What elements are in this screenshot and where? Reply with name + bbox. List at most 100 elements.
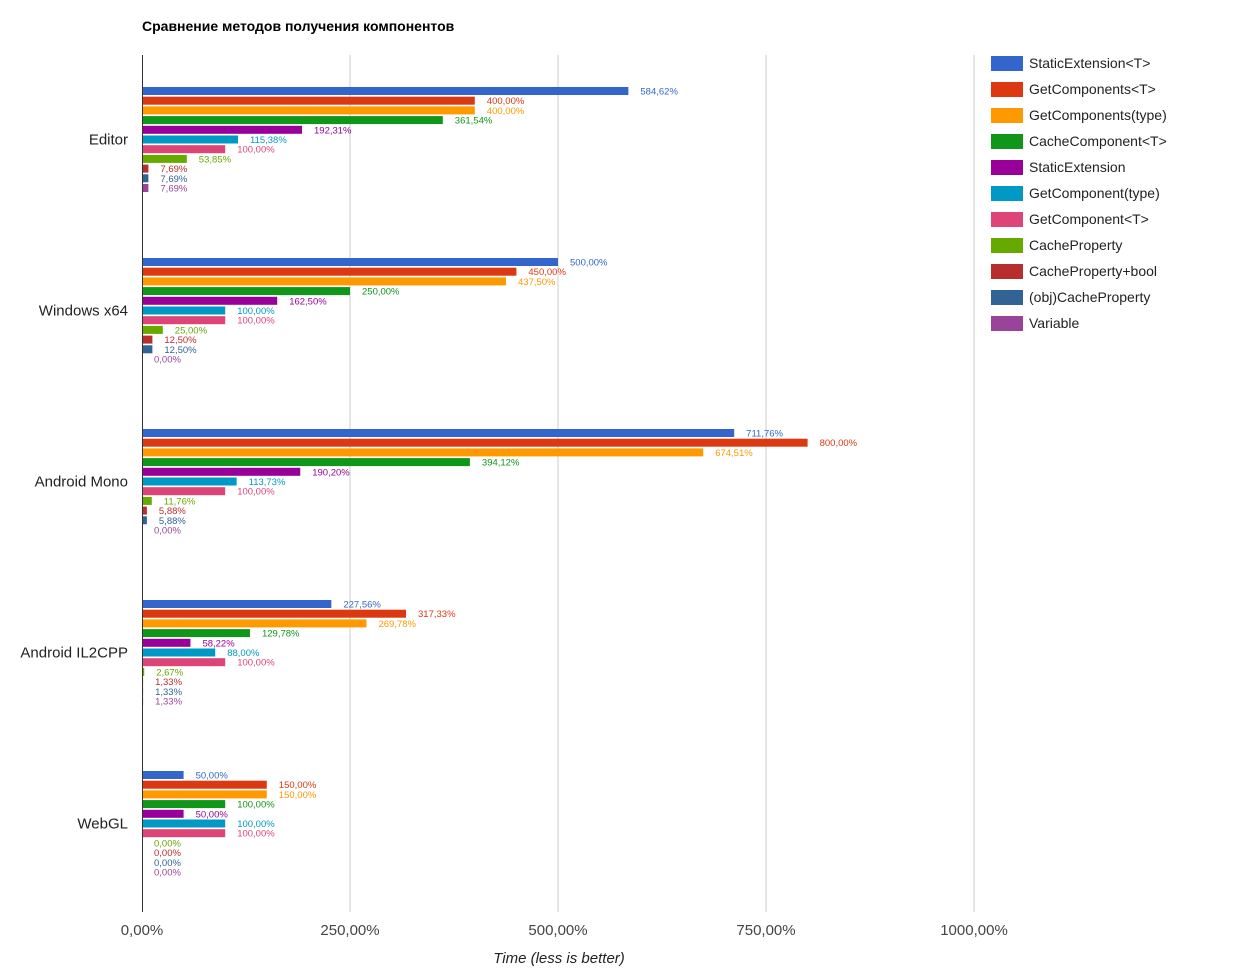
category-label: Windows x64 xyxy=(39,302,128,319)
data-label: 800,00% xyxy=(820,438,858,449)
data-label: 162,50% xyxy=(289,296,327,307)
bar xyxy=(142,658,226,667)
bar xyxy=(142,87,629,95)
bar xyxy=(142,648,216,657)
bar xyxy=(142,629,250,638)
bar xyxy=(142,306,226,315)
x-tick-label: 750,00% xyxy=(736,922,795,939)
bar xyxy=(142,467,301,476)
bar xyxy=(142,135,238,144)
legend-item: GetComponents(type) xyxy=(991,105,1167,125)
data-label: 100,00% xyxy=(237,800,275,811)
bar xyxy=(142,638,191,647)
data-label: 113,73% xyxy=(249,477,286,488)
legend-label: GetComponent<T> xyxy=(1029,211,1149,227)
data-label: 100,00% xyxy=(237,306,275,317)
data-label: 0,00% xyxy=(154,858,181,869)
data-label: 0,00% xyxy=(154,355,181,366)
data-label: 584,62% xyxy=(640,87,678,98)
bar xyxy=(142,125,303,134)
category-label: Android IL2CPP xyxy=(20,644,128,661)
bar xyxy=(142,116,443,125)
legend-swatch xyxy=(991,237,1023,253)
x-tick-label: 250,00% xyxy=(320,922,379,939)
legend-swatch xyxy=(991,315,1023,331)
category-label: Android Mono xyxy=(35,473,128,490)
data-label: 400,00% xyxy=(487,96,525,107)
data-label: 5,88% xyxy=(159,506,186,517)
legend-item: Variable xyxy=(991,313,1079,333)
data-label: 88,00% xyxy=(227,648,260,659)
legend-label: Variable xyxy=(1029,315,1080,331)
bar xyxy=(142,819,226,828)
bar xyxy=(142,506,147,515)
bar xyxy=(142,809,184,818)
data-label: 50,00% xyxy=(196,771,229,782)
data-label: 100,00% xyxy=(237,819,275,830)
legend-swatch xyxy=(991,55,1023,71)
data-label: 1,33% xyxy=(155,677,182,688)
data-label: 250,00% xyxy=(362,287,400,298)
legend-label: (obj)CacheProperty xyxy=(1029,289,1151,305)
data-label: 269,78% xyxy=(378,619,416,630)
category-label: Editor xyxy=(89,131,128,148)
bar xyxy=(142,174,149,183)
data-label: 100,00% xyxy=(237,829,275,840)
bar xyxy=(142,277,506,286)
legend-label: CacheComponent<T> xyxy=(1029,133,1167,149)
category-label: WebGL xyxy=(77,815,128,832)
legend-swatch xyxy=(991,159,1023,175)
legend-item: CacheProperty+bool xyxy=(991,261,1157,281)
data-label: 129,78% xyxy=(262,629,300,640)
bar xyxy=(142,600,332,608)
bar xyxy=(142,287,350,296)
legend-item: GetComponents<T> xyxy=(991,79,1156,99)
bar xyxy=(142,164,149,173)
data-label: 150,00% xyxy=(279,780,317,791)
bar xyxy=(142,325,163,334)
data-label: 450,00% xyxy=(528,267,566,278)
bar xyxy=(142,438,808,447)
legend-swatch xyxy=(991,185,1023,201)
bar xyxy=(142,267,517,276)
bar xyxy=(142,496,152,505)
legend-label: GetComponents<T> xyxy=(1029,81,1156,97)
legend-swatch xyxy=(991,211,1023,227)
bar xyxy=(142,829,226,838)
data-label: 1,33% xyxy=(155,687,182,698)
bar xyxy=(142,184,149,192)
legend-item: StaticExtension<T> xyxy=(991,53,1150,73)
data-label: 400,00% xyxy=(487,106,525,117)
data-label: 12,50% xyxy=(164,335,197,346)
data-label: 2,67% xyxy=(156,667,183,678)
chart-title: Сравнение методов получения компонентов xyxy=(142,18,455,34)
bar xyxy=(142,477,237,486)
data-label: 1,33% xyxy=(155,697,182,708)
data-label: 711,76% xyxy=(746,429,783,440)
x-tick-label: 1000,00% xyxy=(940,922,1008,939)
data-label: 100,00% xyxy=(237,145,275,156)
data-label: 0,00% xyxy=(154,868,181,879)
data-label: 25,00% xyxy=(175,325,208,336)
bar xyxy=(142,345,153,354)
bar xyxy=(142,96,475,105)
data-label: 58,22% xyxy=(202,638,235,649)
data-label: 5,88% xyxy=(159,516,186,527)
bar xyxy=(142,296,278,305)
legend-item: GetComponent<T> xyxy=(991,209,1149,229)
bar xyxy=(142,145,226,154)
data-label: 7,69% xyxy=(160,184,187,195)
data-label: 227,56% xyxy=(343,600,381,611)
bar xyxy=(142,609,407,618)
legend-item: CacheComponent<T> xyxy=(991,131,1167,151)
data-label: 0,00% xyxy=(154,526,181,537)
bar xyxy=(142,429,735,437)
bar xyxy=(142,458,470,467)
legend-label: GetComponent(type) xyxy=(1029,185,1160,201)
bar xyxy=(142,487,226,496)
data-label: 150,00% xyxy=(279,790,317,801)
legend-item: GetComponent(type) xyxy=(991,183,1160,203)
data-label: 0,00% xyxy=(154,838,181,849)
